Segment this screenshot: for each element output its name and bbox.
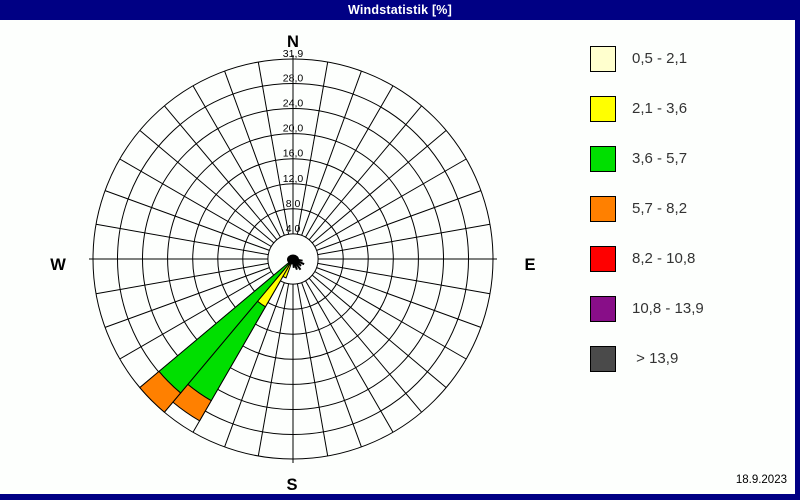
ring-value-label: 28,0: [283, 73, 304, 85]
legend-item: 5,7 - 8,2: [590, 195, 704, 222]
legend-item: 0,5 - 2,1: [590, 45, 704, 72]
grid-spoke: [119, 271, 272, 360]
legend-label: 8,2 - 10,8: [632, 250, 696, 267]
grid-spoke: [311, 130, 447, 244]
ring-value-label: 20,0: [283, 123, 304, 135]
legend-label: 3,6 - 5,7: [632, 150, 688, 167]
compass-label-north: N: [287, 33, 299, 51]
grid-spoke: [311, 274, 447, 388]
grid-spoke: [95, 262, 269, 295]
ring-value-label: 24,0: [283, 98, 304, 110]
grid-spoke: [305, 280, 394, 433]
legend-color-swatch: [590, 145, 616, 172]
wind-wedge-segment: [139, 370, 182, 413]
legend-label: 5,7 - 8,2: [632, 200, 688, 217]
rose-center-dot: [287, 254, 299, 265]
legend-color-swatch: [590, 45, 616, 72]
grid-spoke: [314, 271, 467, 360]
grid-spoke: [308, 105, 422, 241]
grid-spoke: [317, 223, 491, 256]
grid-spoke: [257, 61, 290, 235]
grid-spoke: [301, 282, 362, 448]
grid-spoke: [104, 190, 270, 251]
grid-spoke: [139, 130, 275, 244]
grid-spoke: [104, 267, 270, 328]
ring-value-label: 8,0: [286, 198, 301, 210]
legend-label: 2,1 - 3,6: [632, 100, 688, 117]
compass-label-east: E: [524, 256, 535, 274]
grid-spoke: [192, 85, 281, 238]
grid-spoke: [308, 277, 422, 413]
legend-item: 2,1 - 3,6: [590, 95, 704, 122]
compass-label-south: S: [286, 476, 297, 494]
grid-spoke: [296, 61, 329, 235]
legend-item: > 13,9: [590, 345, 704, 372]
legend-label: 10,8 - 13,9: [632, 300, 704, 317]
grid-spoke: [316, 267, 482, 328]
grid-spoke: [257, 283, 290, 457]
wind-wedge-segment: [256, 258, 294, 308]
legend-color-swatch: [590, 195, 616, 222]
legend-item: 8,2 - 10,8: [590, 245, 704, 272]
legend-color-swatch: [590, 245, 616, 272]
grid-spoke: [224, 70, 285, 236]
date-label: 18.9.2023: [735, 474, 787, 486]
grid-spoke: [224, 282, 285, 448]
grid-spoke: [317, 262, 491, 295]
ring-value-label: 31,9: [283, 48, 304, 60]
legend-item: 10,8 - 13,9: [590, 295, 704, 322]
window-title-bar: Windstatistik [%]: [0, 0, 800, 20]
grid-spoke: [296, 283, 329, 457]
compass-label-west: W: [50, 256, 66, 274]
window-title: Windstatistik [%]: [348, 3, 452, 17]
legend: 0,5 - 2,1 2,1 - 3,6 3,6 - 5,7 5,7 - 8,2 8,2 …: [590, 45, 704, 396]
legend-item: 3,6 - 5,7: [590, 145, 704, 172]
legend-color-swatch: [590, 295, 616, 322]
ring-value-label: 4,0: [286, 223, 301, 235]
grid-spoke: [301, 70, 362, 236]
grid-spoke: [95, 223, 269, 256]
grid-spoke: [314, 158, 467, 247]
window-border-bottom: [0, 494, 800, 500]
grid-spoke: [305, 85, 394, 238]
legend-label: 0,5 - 2,1: [632, 50, 688, 67]
window-border-right: [795, 0, 800, 500]
legend-label: > 13,9: [632, 350, 679, 367]
grid-spoke: [119, 158, 272, 247]
grid-spoke: [164, 105, 278, 241]
grid-spoke: [316, 190, 482, 251]
legend-color-swatch: [590, 345, 616, 372]
legend-color-swatch: [590, 95, 616, 122]
ring-value-label: 12,0: [283, 173, 304, 185]
ring-value-label: 16,0: [283, 148, 304, 160]
